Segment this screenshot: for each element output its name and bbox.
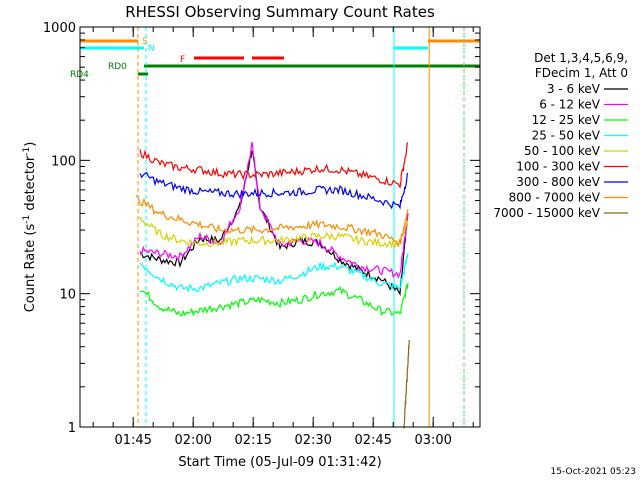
y-axis-title-sup2: -1 — [22, 147, 32, 156]
series-line-0 — [140, 150, 409, 297]
x-tick-label: 02:30 — [294, 433, 331, 448]
legend-header-line2: FDecim 1, Att 0 — [535, 66, 628, 80]
series-line-5 — [139, 142, 408, 190]
x-tick-label: 02:45 — [354, 433, 391, 448]
legend-label: 800 - 7000 keV — [509, 191, 601, 205]
legend-label: 100 - 300 keV — [516, 160, 600, 174]
flag-label-f: F — [180, 55, 185, 65]
y-axis-title-sup: -1 — [22, 215, 32, 224]
series-line-1 — [139, 141, 409, 280]
chart-title: RHESSI Observing Summary Count Rates — [125, 3, 435, 21]
legend-label: 6 - 12 keV — [539, 98, 601, 112]
series-line-7 — [135, 194, 409, 248]
y-axis-title: Count Rate (s-1 detector-1) — [22, 142, 38, 313]
x-tick-label: 01:45 — [114, 433, 151, 448]
legend-label: 300 - 800 keV — [516, 175, 600, 189]
x-tick-label: 03:00 — [414, 433, 451, 448]
plot-frame — [79, 26, 481, 428]
legend-label: 25 - 50 keV — [532, 129, 601, 143]
flag-label-rd0: RD0 — [108, 62, 127, 72]
y-tick-label: 1000 — [43, 21, 76, 36]
y-tick-label: 10 — [59, 288, 76, 303]
series-line-6 — [139, 171, 409, 210]
y-tick-label: 1 — [68, 421, 76, 436]
flag-label-n: N — [148, 44, 155, 54]
series-line-4 — [139, 216, 409, 250]
y-axis-title-mid: detector — [23, 155, 38, 215]
y-axis: 1 10 100 1000 — [43, 21, 480, 436]
series-line-8 — [403, 339, 410, 429]
legend-label: 3 - 6 keV — [547, 82, 601, 96]
y-tick-label: 100 — [51, 154, 76, 169]
legend: Det 1,3,4,5,6,9, FDecim 1, Att 0 3 - 6 k… — [493, 51, 628, 220]
legend-label: 7000 - 15000 keV — [493, 206, 600, 220]
y-axis-title-end: ) — [23, 142, 38, 147]
series-line-3 — [139, 253, 409, 293]
x-axis-title: Start Time (05-Jul-09 01:31:42) — [178, 455, 381, 470]
timestamp: 15-Oct-2021 05:23 — [551, 467, 636, 477]
flag-label-s: S — [142, 37, 148, 47]
x-tick-label: 02:15 — [234, 433, 271, 448]
series-line-2 — [139, 283, 409, 318]
x-axis: 01:45 02:00 02:15 02:30 02:45 03:00 — [92, 27, 474, 448]
legend-header-line1: Det 1,3,4,5,6,9, — [534, 51, 628, 65]
y-axis-title-main: Count Rate (s — [23, 224, 38, 313]
legend-label: 50 - 100 keV — [524, 144, 601, 158]
x-tick-label: 02:00 — [174, 433, 211, 448]
legend-label: 12 - 25 keV — [532, 113, 601, 127]
